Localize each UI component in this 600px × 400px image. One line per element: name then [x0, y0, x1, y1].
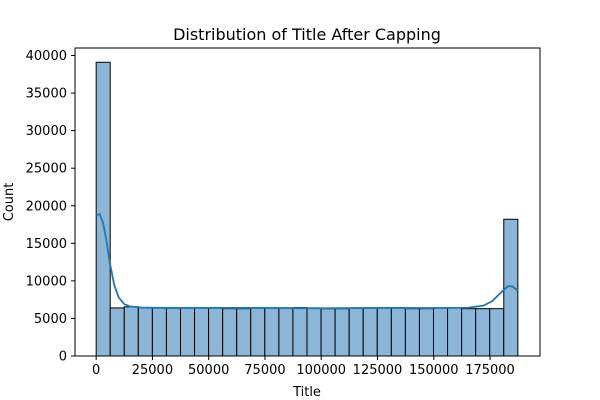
x-tick-label: 25000	[132, 363, 173, 378]
x-tick-label: 125000	[353, 363, 403, 378]
histogram-bar	[222, 308, 238, 357]
histogram-bar	[306, 307, 322, 357]
histogram-bar	[264, 307, 280, 357]
histogram-bar	[320, 308, 336, 357]
histogram-bar	[390, 307, 406, 357]
kde-curve	[95, 212, 519, 310]
y-axis-label: Count	[2, 183, 17, 222]
histogram-bar	[165, 307, 181, 357]
x-tick-label: 50000	[188, 363, 229, 378]
x-tick-label: 0	[92, 363, 100, 378]
histogram-bar	[489, 308, 505, 357]
histogram-bar	[447, 307, 463, 357]
y-tick-label: 10000	[26, 274, 67, 289]
histogram-bar	[137, 307, 153, 357]
y-tick-label: 15000	[26, 237, 67, 252]
histogram-bars	[95, 61, 519, 357]
histogram-bar	[362, 307, 378, 357]
histogram-bar	[95, 61, 111, 357]
y-tick-label: 25000	[26, 162, 67, 177]
histogram-bar	[194, 307, 210, 357]
histogram-bar	[432, 307, 449, 357]
histogram-bar	[179, 307, 196, 357]
histogram-bar	[292, 307, 308, 357]
histogram-bar	[404, 308, 420, 357]
y-tick-label: 5000	[34, 312, 67, 327]
y-tick-label: 35000	[26, 87, 67, 102]
y-tick-label: 20000	[26, 199, 67, 214]
histogram-bar	[208, 307, 224, 357]
y-tick-label: 0	[59, 350, 67, 365]
x-tick-label: 175000	[465, 363, 515, 378]
histogram-bar	[278, 307, 294, 357]
y-axis: 0 5000 10000 15000 20000 25000 30000 35000 40000	[26, 49, 75, 365]
histogram-bar	[109, 307, 125, 357]
x-tick-label: 100000	[296, 363, 346, 378]
y-tick-label: 40000	[26, 49, 67, 64]
histogram-bar	[418, 308, 434, 357]
x-tick-label: 150000	[409, 363, 459, 378]
chart-title: Distribution of Title After Capping	[173, 25, 441, 44]
histogram-bar	[250, 307, 266, 357]
histogram-bar	[236, 308, 252, 357]
histogram-bar	[123, 306, 139, 357]
plot-area-frame	[74, 47, 541, 357]
histogram-bar	[376, 307, 392, 357]
histogram-bar	[475, 308, 491, 357]
x-axis-label: Title	[292, 385, 321, 400]
histogram-bar	[334, 308, 350, 357]
x-axis: 0 25000 50000 75000 100000 125000 150000 175000	[92, 356, 515, 378]
histogram-bar	[151, 307, 167, 357]
histogram-bar	[348, 307, 364, 357]
y-tick-label: 30000	[26, 124, 67, 139]
x-tick-label: 75000	[244, 363, 285, 378]
histogram-bar	[461, 308, 477, 357]
